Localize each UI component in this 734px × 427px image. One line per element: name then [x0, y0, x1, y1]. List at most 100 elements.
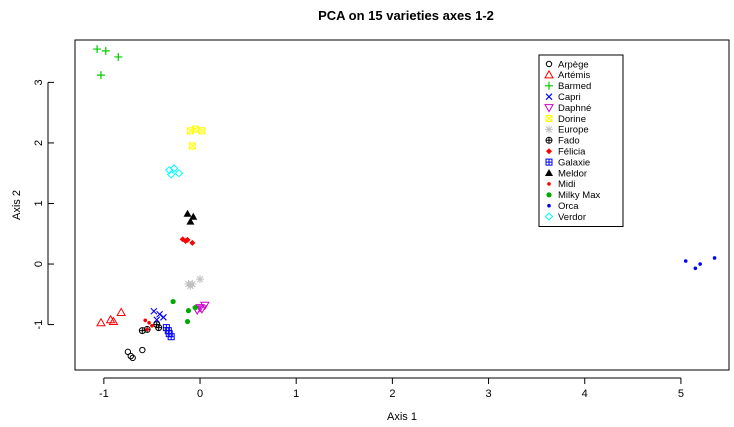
data-point [174, 169, 184, 178]
x-tick-label: 1 [293, 388, 299, 400]
legend-label: Milky Max [558, 190, 600, 201]
x-tick-label: 0 [197, 388, 203, 400]
legend-box [538, 54, 624, 227]
x-tick-label: -1 [99, 388, 109, 400]
data-point [188, 142, 196, 150]
legend-swatch [545, 136, 553, 144]
legend-label: Barmed [558, 81, 591, 92]
legend-item: Europe [545, 125, 589, 136]
legend-swatch [547, 182, 551, 186]
chart-title: PCA on 15 varieties axes 1-2 [318, 8, 494, 23]
data-point [150, 323, 154, 328]
data-point [195, 304, 205, 313]
legend-item: Arpège [545, 59, 589, 70]
data-point [698, 262, 702, 266]
legend-label: Orca [558, 201, 579, 212]
data-point [693, 266, 698, 271]
data-point [160, 313, 167, 321]
data-point [108, 316, 119, 326]
data-point [116, 307, 127, 316]
legend-label: Fado [558, 136, 580, 147]
x-axis-label: Axis 1 [387, 411, 417, 423]
data-point [114, 52, 123, 61]
legend-swatch [546, 148, 552, 155]
legend-label: Daphné [558, 103, 591, 114]
legend-swatch [545, 60, 553, 68]
legend-item: Artémis [544, 69, 590, 81]
data-point [712, 256, 717, 260]
data-point [96, 71, 105, 80]
x-tick-label: 3 [485, 388, 491, 400]
legend-swatch [544, 69, 554, 79]
data-point [183, 209, 192, 217]
data-point [191, 125, 199, 133]
x-tick-label: 4 [582, 388, 588, 400]
legend-item: Orca [547, 201, 579, 212]
legend-item: Fado [545, 136, 580, 147]
data-point [96, 317, 106, 327]
legend-label: Arpège [558, 59, 589, 70]
legend-item: Milky Max [546, 190, 600, 201]
data-point [167, 333, 175, 341]
legend-item: Verdor [544, 212, 586, 223]
data-point [192, 305, 198, 311]
legend-swatch [545, 169, 553, 176]
data-point [93, 45, 102, 54]
y-tick-label: -1 [33, 320, 45, 330]
data-point [169, 164, 179, 173]
x-tick-label: 5 [678, 388, 684, 400]
legend-item: Daphné [544, 103, 591, 114]
data-point [196, 275, 205, 284]
legend-swatch [544, 104, 554, 113]
legend-item: Meldor [545, 168, 587, 179]
data-point [147, 320, 151, 325]
data-point [129, 354, 136, 362]
data-point [127, 352, 134, 360]
legend-swatch [547, 203, 551, 208]
y-tick-label: 0 [33, 261, 45, 267]
data-point [170, 298, 176, 305]
data-point [185, 308, 192, 314]
data-point [683, 259, 688, 263]
legend-swatch [544, 212, 554, 221]
data-point [166, 170, 176, 179]
legend-item: Midi [547, 179, 575, 190]
legend-swatch [546, 192, 552, 198]
data-point [143, 318, 148, 323]
data-points [93, 45, 717, 362]
legend-label: Midi [558, 179, 575, 190]
legend-label: Félicia [558, 147, 586, 158]
legend-item: Barmed [545, 81, 591, 92]
data-point [189, 212, 198, 220]
y-axis: -1 0 1 2 3 [33, 79, 54, 329]
legend-item: Félicia [546, 147, 586, 158]
data-point [189, 239, 196, 246]
legend-item: Dorine [545, 114, 586, 125]
legend: ArpègeArtémisBarmedCapriDaphnéDorineEuro… [538, 54, 624, 227]
data-point [139, 346, 146, 354]
legend-swatch [545, 125, 553, 134]
legend-item: Galaxie [545, 157, 590, 168]
data-point [186, 217, 195, 225]
x-axis: -1 0 1 2 3 4 5 [99, 377, 684, 400]
legend-label: Dorine [558, 114, 586, 125]
data-point [197, 305, 207, 314]
plot-area-frame [74, 39, 730, 371]
data-point [145, 327, 149, 332]
legend-swatch [545, 115, 553, 122]
x-tick-label: 2 [389, 388, 395, 400]
data-point [124, 348, 132, 356]
legend-label: Verdor [558, 212, 586, 223]
data-point [156, 310, 164, 318]
y-tick-label: 2 [33, 140, 45, 146]
y-tick-label: 1 [33, 200, 45, 206]
y-tick-label: 3 [33, 79, 45, 85]
legend-label: Meldor [558, 168, 587, 179]
data-point [101, 46, 110, 55]
legend-label: Galaxie [558, 157, 590, 168]
legend-swatch [545, 81, 553, 90]
data-point [182, 238, 189, 245]
data-point [150, 307, 158, 315]
legend-label: Artémis [558, 70, 590, 81]
y-axis-label: Axis 2 [11, 190, 23, 220]
